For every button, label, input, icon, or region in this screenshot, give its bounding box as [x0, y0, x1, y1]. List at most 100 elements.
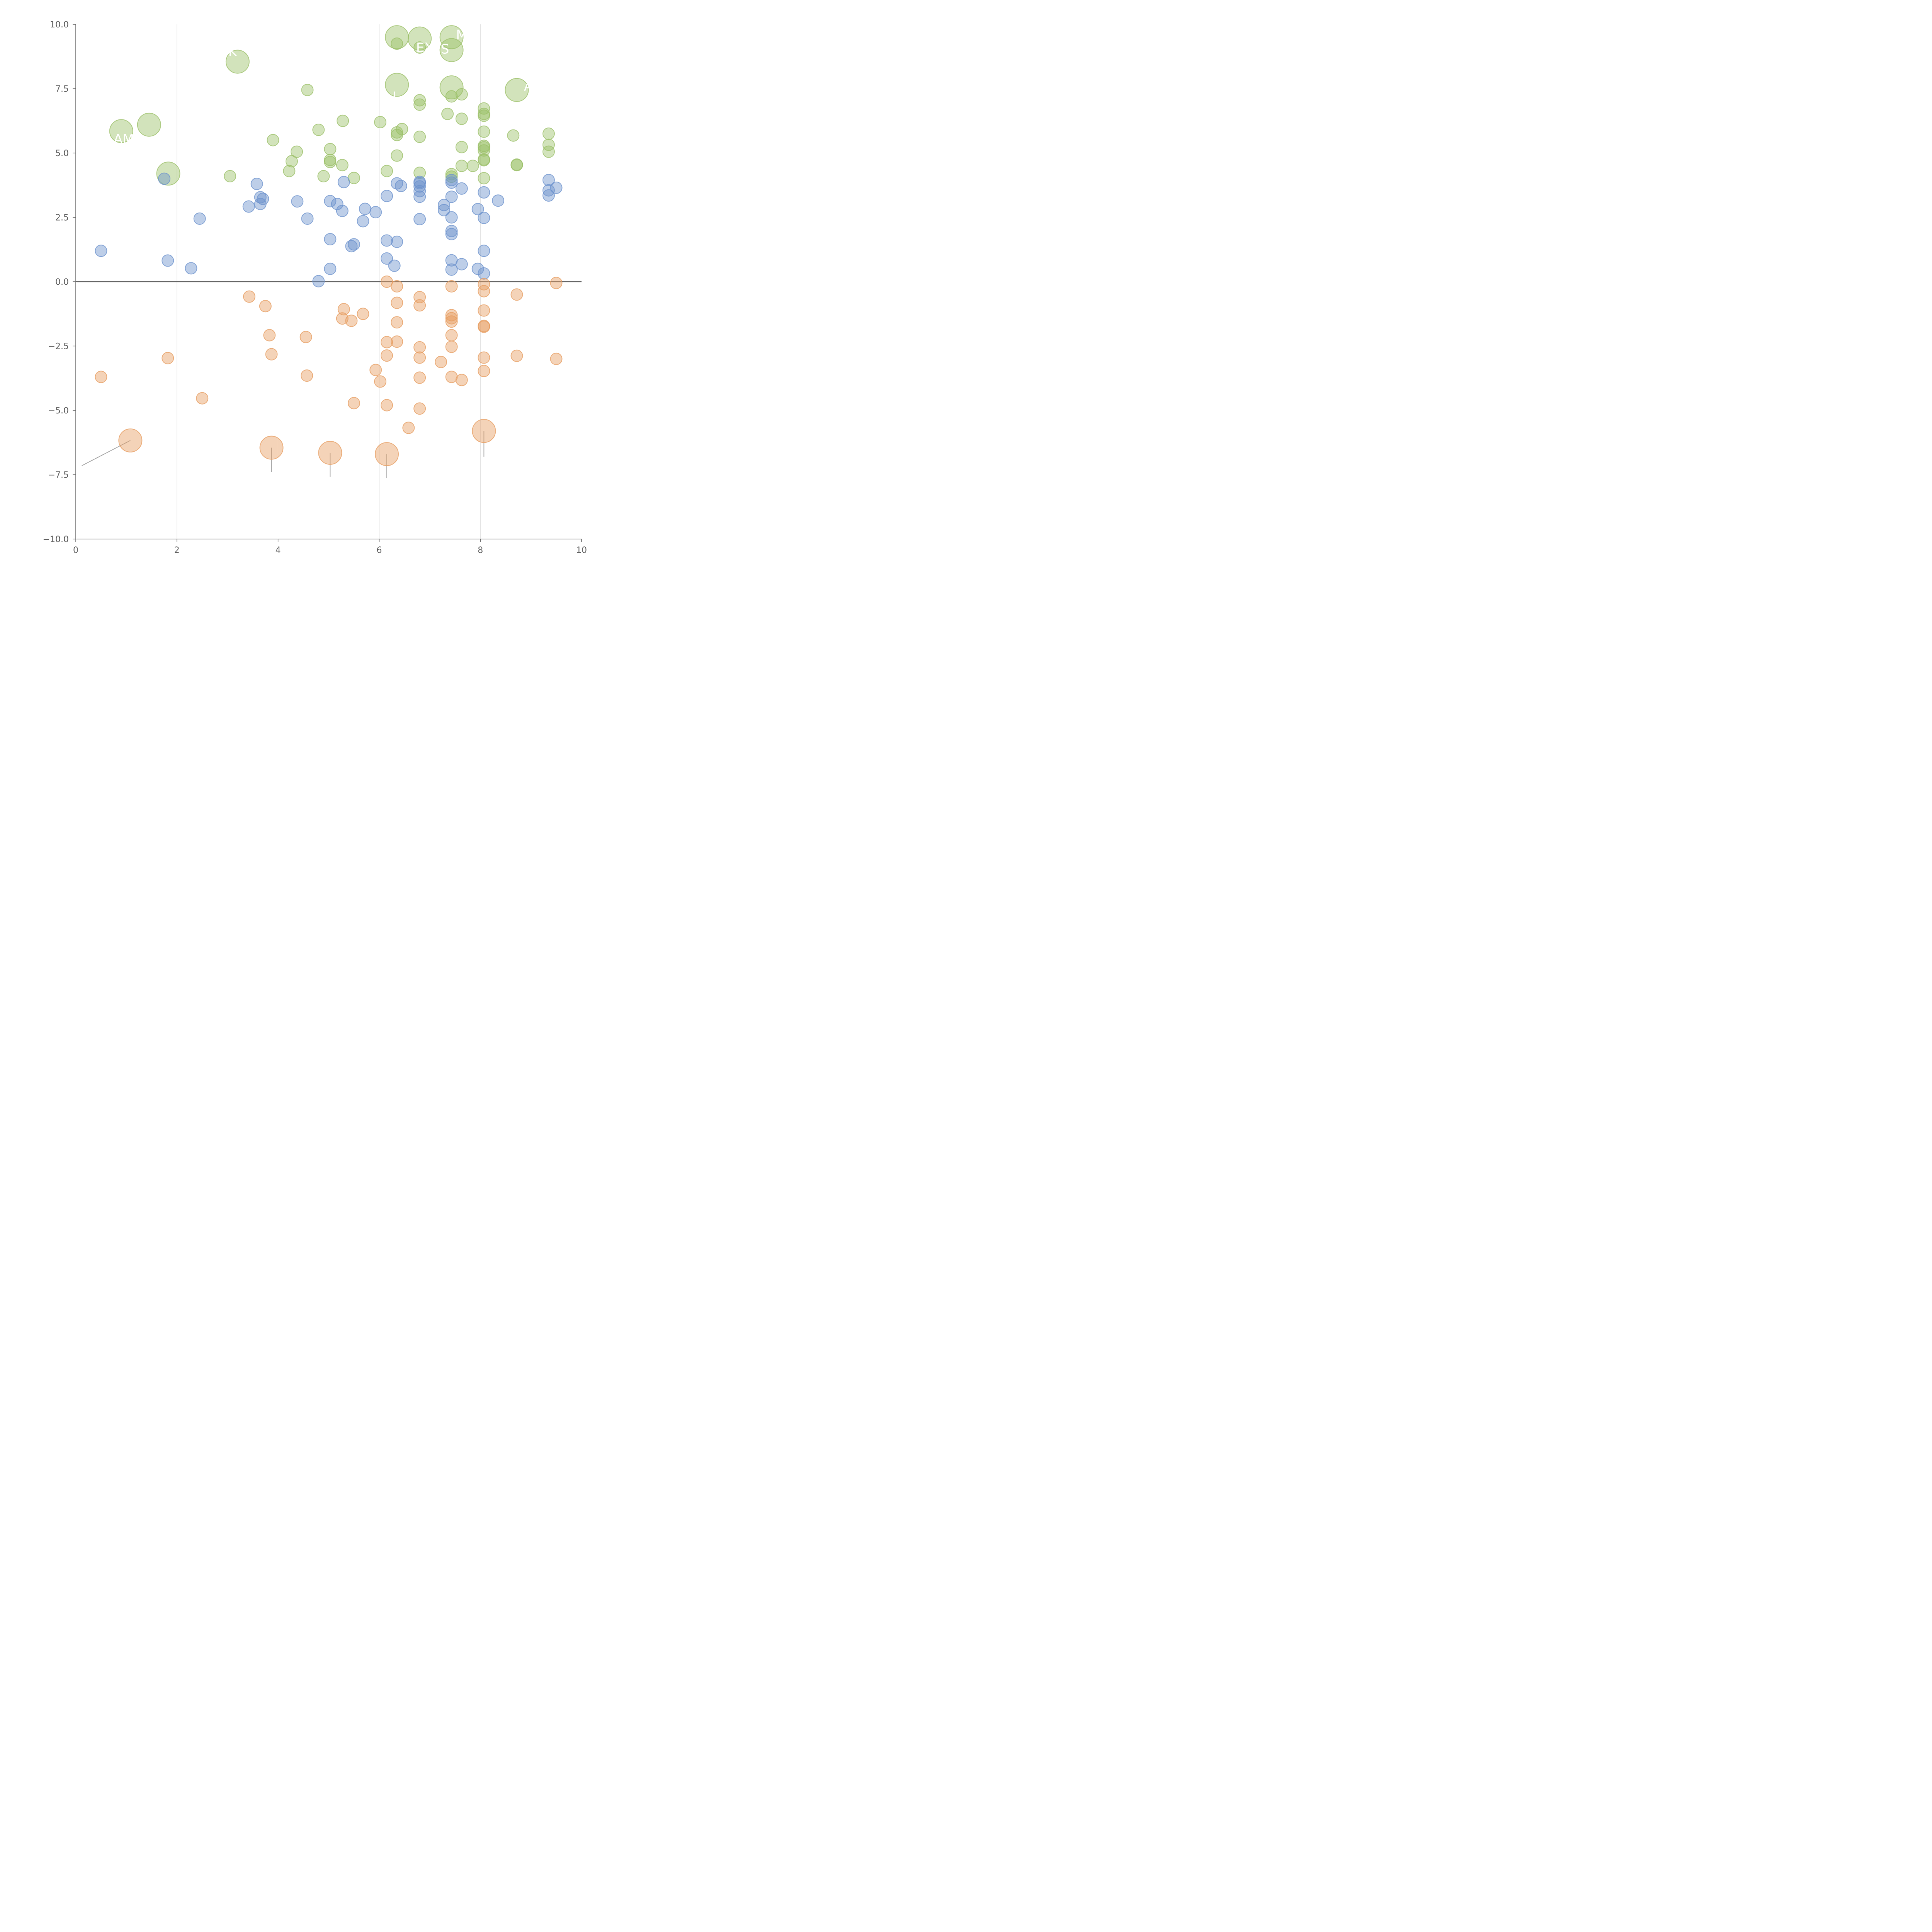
point-orange-34	[435, 355, 447, 368]
point-orange-47	[347, 397, 360, 410]
point-green-27	[324, 143, 337, 156]
point-label-5: I	[393, 89, 396, 104]
point-green-9	[441, 107, 454, 120]
point-blue-41	[445, 190, 458, 203]
point-orange-7	[259, 300, 272, 313]
point-green-39	[478, 154, 490, 167]
point-blue-53	[478, 245, 490, 257]
point-orange-0	[381, 276, 393, 288]
point-blue-31	[413, 190, 426, 203]
y-tick-label-2: −5.0	[48, 406, 69, 416]
point-blue-16	[359, 202, 371, 215]
point-orange-49	[413, 402, 426, 415]
point-orange-14	[336, 312, 349, 325]
point-orange-13	[357, 308, 369, 320]
point-green-33	[324, 156, 337, 168]
point-green-36	[455, 160, 468, 172]
point-green-2	[301, 83, 314, 96]
point-orange-26	[391, 335, 403, 348]
y-tick-label-7: 7.5	[55, 85, 69, 94]
point-labels: G EX MS K I A AM	[114, 27, 533, 147]
x-tick-label-5: 10	[576, 546, 587, 555]
point-green-60	[109, 119, 133, 143]
point-orange-38	[95, 371, 107, 383]
point-orange-23	[263, 329, 276, 342]
point-label-2: M	[456, 27, 467, 43]
leader-line-7	[168, 168, 177, 174]
point-blue-11	[301, 212, 314, 225]
point-blue-7	[95, 245, 107, 257]
x-tick-label-1: 2	[174, 546, 180, 555]
point-blue-42	[445, 211, 458, 224]
point-blue-13	[331, 197, 344, 210]
point-orange-52	[259, 435, 284, 460]
point-blue-33	[381, 234, 393, 247]
point-green-5	[445, 90, 458, 103]
point-blue-8	[162, 254, 174, 267]
scatter-chart: 0 2 4 6 8 10 −10.0 −7.5 −5.0 −2.5 0.0 2.5 5.0 7.5 10.0…	[43, 20, 587, 555]
axes: 0 2 4 6 8 10 −10.0 −7.5 −5.0 −2.5 0.0 2.5 5.0 7.5 10.0	[43, 20, 587, 555]
point-orange-46	[196, 392, 209, 405]
point-green-21	[542, 128, 555, 140]
point-green-22	[267, 134, 279, 146]
leader-line-0	[384, 35, 397, 38]
data-points	[95, 25, 563, 466]
point-blue-35	[381, 252, 393, 265]
point-orange-11	[510, 288, 523, 301]
point-green-1	[413, 41, 426, 54]
point-blue-19	[324, 233, 337, 246]
x-tick-label-0: 0	[73, 546, 78, 555]
point-green-61	[156, 162, 180, 186]
point-blue-49	[471, 203, 484, 216]
point-blue-59	[550, 181, 563, 194]
point-orange-48	[381, 399, 393, 412]
point-blue-22	[324, 262, 337, 275]
point-blue-58	[542, 189, 555, 202]
point-blue-0	[158, 172, 171, 185]
point-blue-34	[391, 235, 403, 248]
point-orange-50	[402, 422, 415, 434]
point-blue-9	[185, 262, 197, 275]
point-orange-12	[337, 303, 350, 316]
x-tick-label-4: 8	[478, 546, 483, 555]
point-green-57	[439, 75, 464, 100]
leader-line-2	[230, 59, 238, 62]
point-orange-51	[118, 428, 143, 452]
point-blue-29	[413, 180, 426, 193]
point-green-50	[478, 172, 490, 185]
point-green-56	[385, 73, 409, 97]
point-green-55	[225, 49, 250, 74]
point-blue-5	[242, 200, 255, 213]
point-orange-45	[478, 365, 490, 378]
point-blue-39	[445, 173, 458, 186]
point-green-8	[337, 114, 349, 127]
point-orange-19	[445, 315, 458, 328]
point-green-41	[510, 159, 523, 172]
point-green-25	[478, 141, 490, 154]
point-green-42	[283, 165, 296, 177]
point-orange-39	[301, 369, 313, 382]
point-orange-41	[374, 375, 387, 388]
point-green-34	[336, 159, 349, 172]
point-blue-6	[193, 212, 206, 225]
point-blue-55	[492, 194, 505, 207]
point-green-59	[137, 112, 161, 137]
point-green-44	[413, 167, 426, 179]
point-label-1: EX	[416, 40, 434, 56]
point-green-18	[413, 131, 426, 143]
point-green-20	[507, 129, 520, 142]
point-green-7	[374, 116, 387, 129]
point-blue-37	[437, 199, 450, 211]
point-orange-37	[550, 352, 563, 365]
point-orange-8	[391, 296, 403, 309]
point-blue-15	[337, 176, 350, 189]
point-orange-3	[478, 278, 490, 291]
point-label-6: A	[524, 79, 533, 94]
point-label-3: S	[441, 41, 449, 57]
point-orange-2	[445, 280, 458, 293]
point-orange-53	[318, 440, 342, 465]
point-blue-26	[395, 180, 407, 192]
point-orange-24	[299, 331, 312, 344]
point-green-28	[291, 145, 303, 158]
point-green-30	[542, 145, 555, 158]
